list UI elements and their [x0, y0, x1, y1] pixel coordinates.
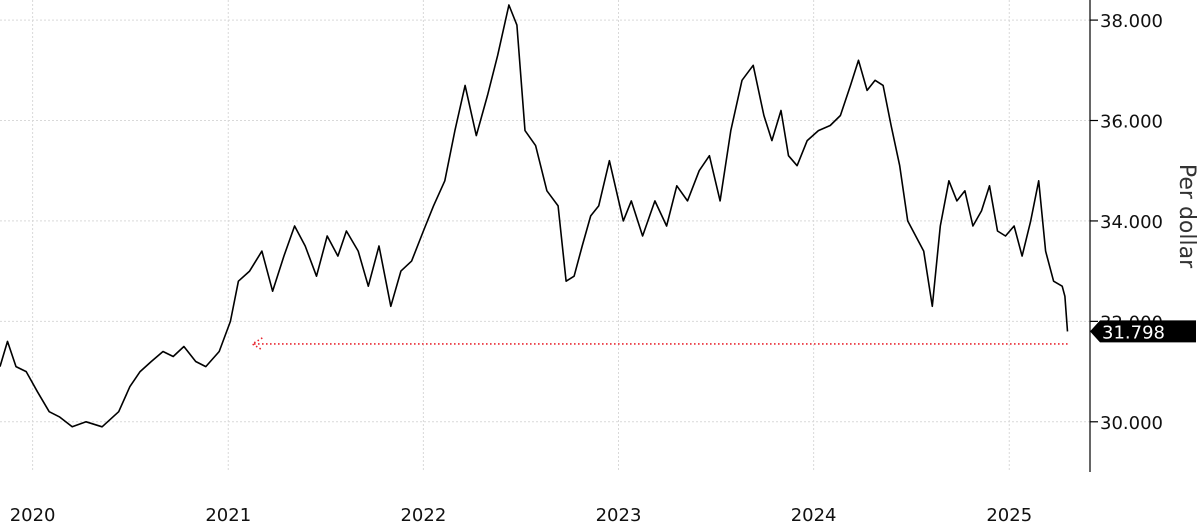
last-value-tag-background [1090, 320, 1196, 343]
y-tick-label: 36.000 [1100, 112, 1163, 133]
y-axis-title: Per dollar [1174, 164, 1199, 269]
x-tick-label: 2023 [596, 505, 642, 525]
y-gridlines [0, 19, 1090, 423]
last-value-label: 31.798 [1102, 322, 1165, 343]
x-tick-labels: 2020 2021 2022 2023 2024 2025 [10, 505, 1032, 525]
x-tick-label: 2020 [10, 505, 56, 525]
last-value-tag: 31.798 [1090, 320, 1196, 343]
reference-arrowhead [250, 337, 263, 351]
x-tick-label: 2021 [205, 505, 251, 525]
y-tick-label: 30.000 [1100, 413, 1163, 434]
x-gridlines [32, 0, 1010, 472]
x-tick-label: 2025 [986, 505, 1032, 525]
x-tick-label: 2022 [400, 505, 446, 525]
y-tick-label: 34.000 [1100, 212, 1163, 233]
series-line [0, 4, 1069, 428]
y-tick-label: 38.000 [1100, 11, 1163, 32]
x-tick-label: 2024 [791, 505, 837, 525]
y-tick-marks [1090, 19, 1098, 423]
